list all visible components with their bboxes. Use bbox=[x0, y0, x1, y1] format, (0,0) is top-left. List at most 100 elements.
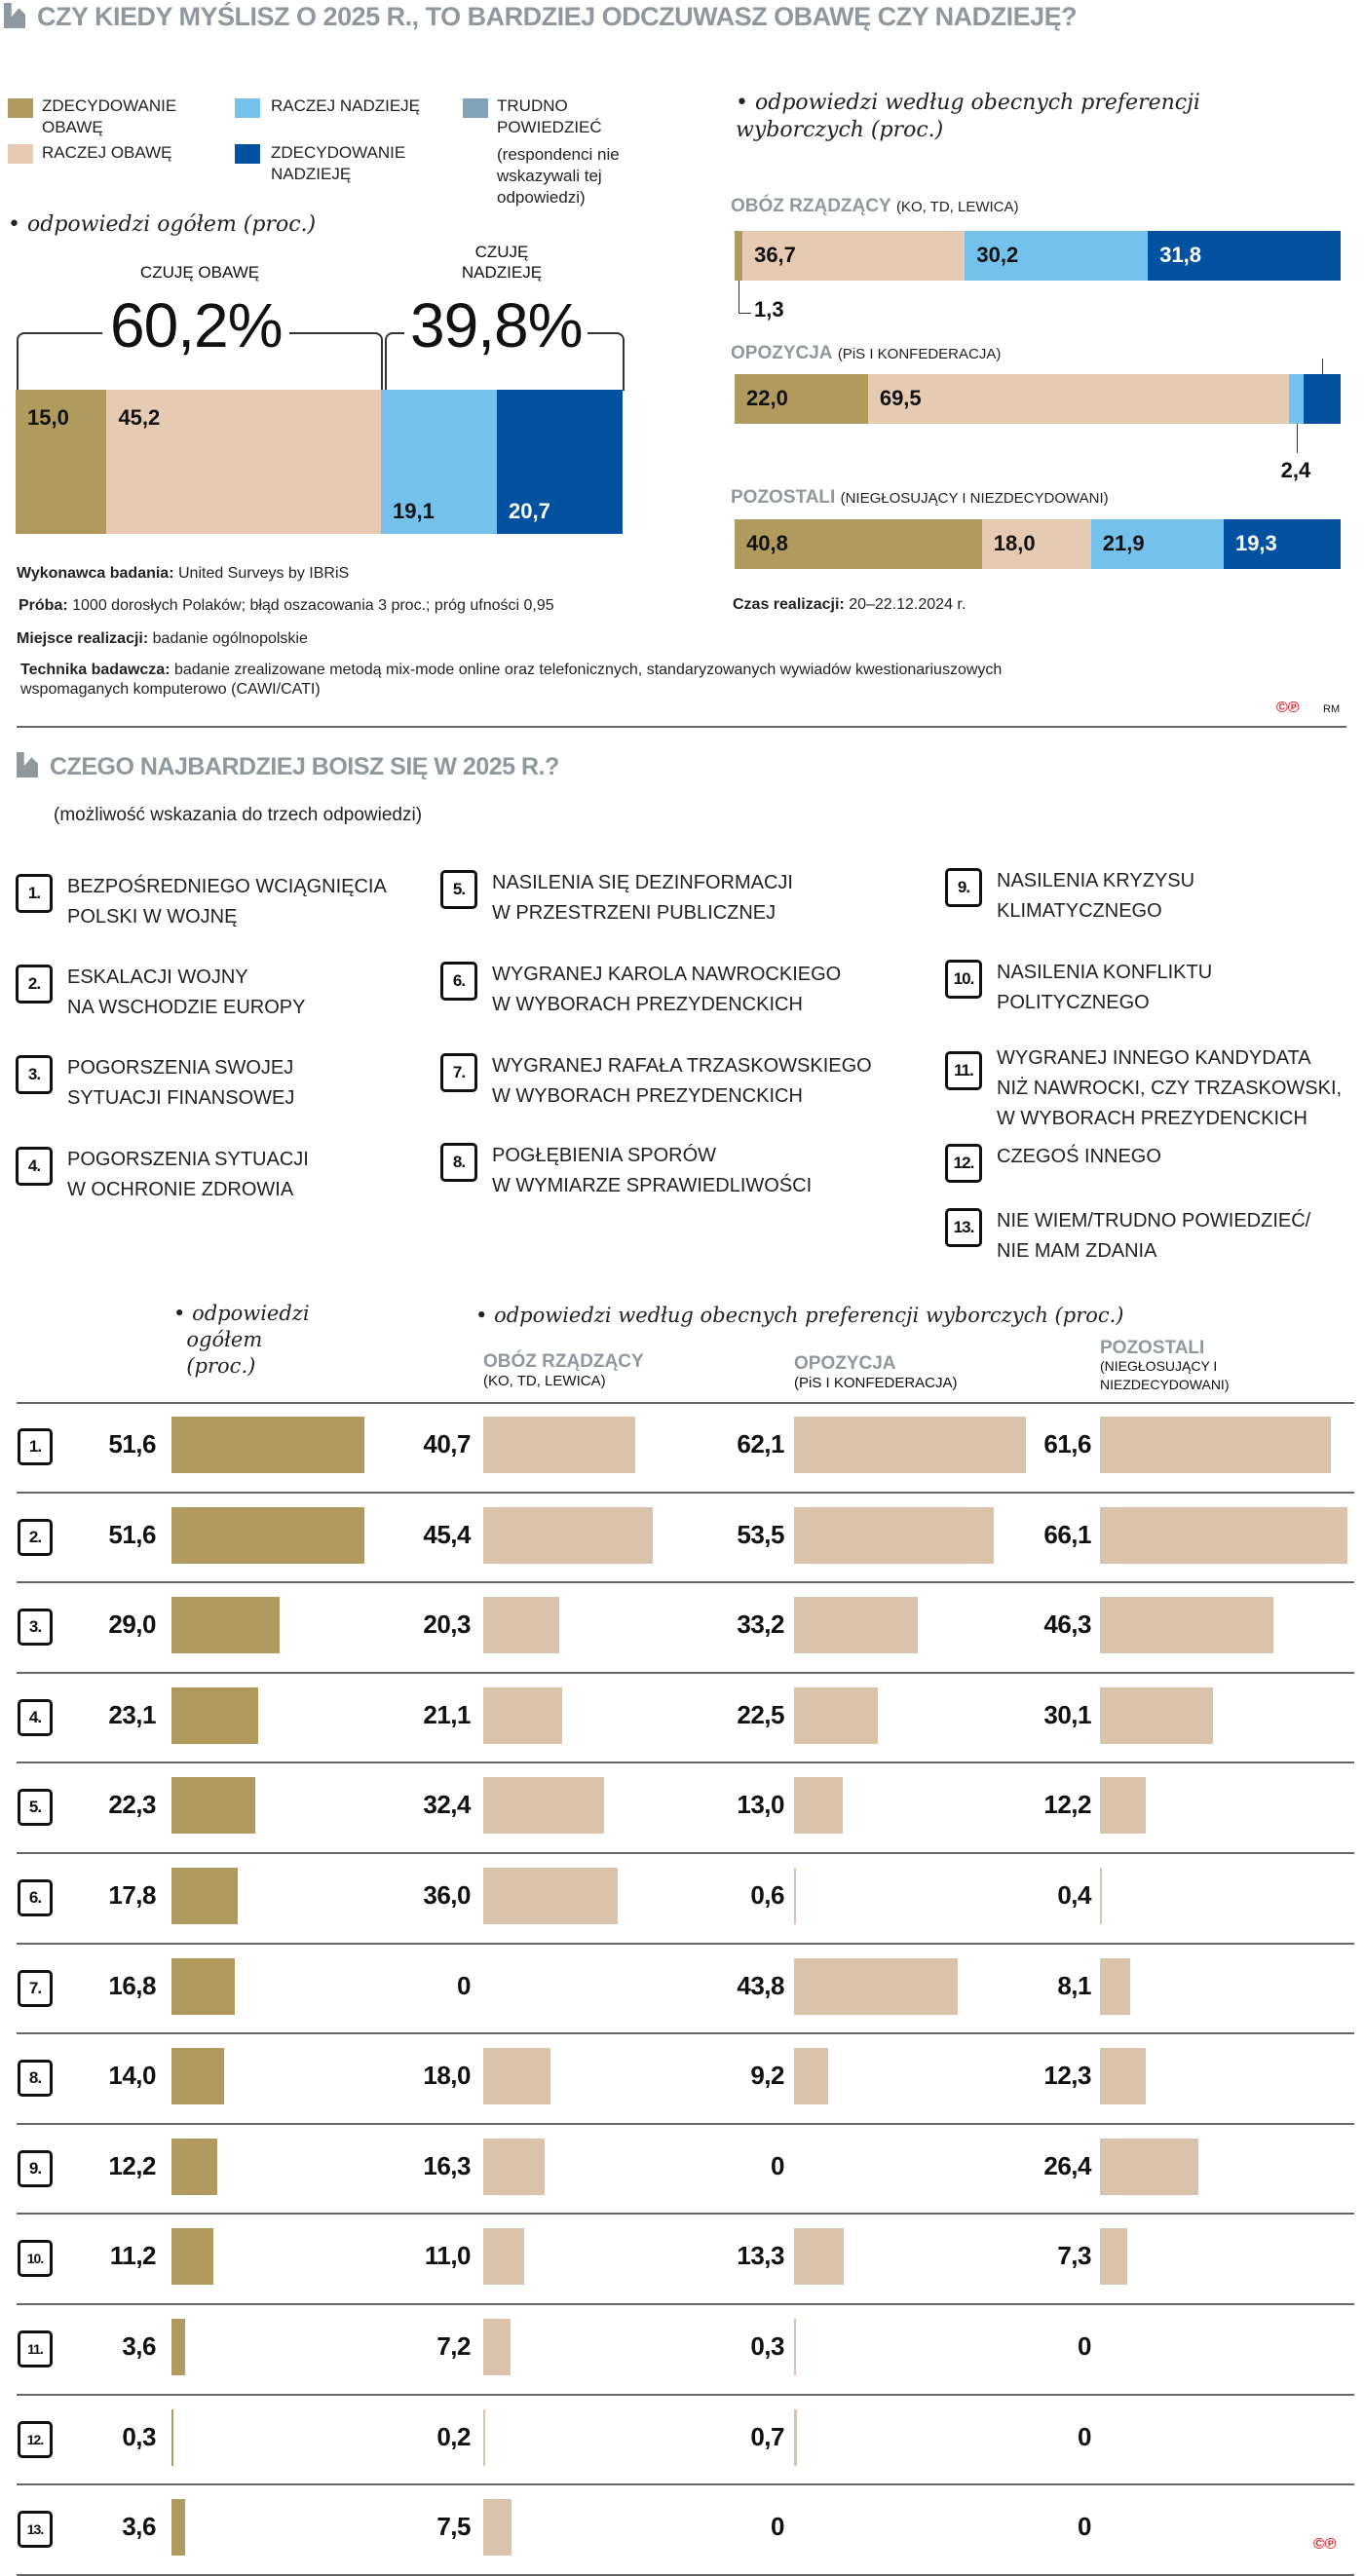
data-label: 30,2 bbox=[976, 243, 1019, 267]
bar bbox=[171, 1417, 365, 1473]
bar-segment bbox=[735, 374, 869, 424]
item-number-badge: 8. bbox=[440, 1143, 477, 1182]
table-row: 1. 51,6 40,7 62,1 61,6 bbox=[0, 1402, 1364, 1494]
table-row: 13. 3,6 7,5 0 0 bbox=[0, 2484, 1364, 2576]
list-item: WYGRANEJ KAROLA NAWROCKIEGO W WYBORACH PR… bbox=[492, 960, 841, 1020]
bar bbox=[171, 1597, 281, 1654]
legend-swatch-rather-fear bbox=[8, 144, 33, 164]
row-number-badge: 3. bbox=[18, 1609, 53, 1647]
bar bbox=[483, 1686, 563, 1744]
fear-label: CZUJĘ OBAWĘ bbox=[139, 263, 260, 282]
row-divider bbox=[17, 2573, 1354, 2576]
list-item: ESKALACJI WOJNY NA WSCHODZIE EUROPY bbox=[67, 963, 305, 1023]
value-label: 17,8 bbox=[108, 1880, 156, 1910]
table-row: 4. 23,1 21,1 22,5 30,1 bbox=[0, 1673, 1364, 1764]
item-number-badge: 10. bbox=[945, 960, 982, 999]
list-item-line: BEZPOŚREDNIEGO WCIĄGNIĘCIA bbox=[67, 876, 387, 897]
table-col-ruling: OBÓZ RZĄDZĄCY (KO, TD, LEWICA) bbox=[483, 1351, 644, 1390]
bar bbox=[483, 1868, 619, 1924]
list-item-line: WYGRANEJ KAROLA NAWROCKIEGO bbox=[492, 964, 842, 985]
value-label: 61,6 bbox=[1043, 1429, 1091, 1458]
bar bbox=[483, 2228, 525, 2286]
data-label: 1,3 bbox=[754, 297, 784, 322]
value-label: 32,4 bbox=[423, 1790, 471, 1820]
bar bbox=[171, 1957, 235, 2015]
value-label: 21,1 bbox=[423, 1699, 471, 1729]
table-row: 9. 12,2 16,3 0 26,4 bbox=[0, 2124, 1364, 2216]
value-label: 0 bbox=[771, 2150, 784, 2180]
value-label: 26,4 bbox=[1043, 2150, 1091, 2180]
value-label: 13,3 bbox=[737, 2241, 784, 2271]
bar-segment bbox=[1090, 519, 1225, 569]
row-divider bbox=[17, 2393, 1354, 2396]
value-label: 29,0 bbox=[108, 1610, 156, 1640]
bar bbox=[1100, 1686, 1213, 1744]
value-label: 0,2 bbox=[436, 2421, 471, 2451]
bar bbox=[1100, 1506, 1347, 1564]
group-label-others: POZOSTALI (NIEGŁOSUJĄCY I NIEZDECYDOWANI… bbox=[731, 487, 1109, 508]
list-item: NIE WIEM/TRUDNO POWIEDZIEĆ/NIE MAM ZDANI… bbox=[997, 1206, 1310, 1267]
value-label: 14,0 bbox=[108, 2061, 156, 2091]
value-label: 43,8 bbox=[737, 1970, 784, 2000]
hope-total: 39,8% bbox=[404, 294, 588, 357]
bar bbox=[1100, 2138, 1199, 2195]
value-label: 3,6 bbox=[122, 2512, 156, 2542]
list-item-line: NIŻ NAWROCKI, CZY TRZASKOWSKI, bbox=[997, 1078, 1343, 1099]
row-divider bbox=[17, 1851, 1354, 1854]
item-number-badge: 2. bbox=[16, 965, 53, 1004]
table-row: 2. 51,6 45,4 53,5 66,1 bbox=[0, 1493, 1364, 1584]
bar-segment bbox=[735, 231, 743, 281]
value-label: 18,0 bbox=[423, 2061, 471, 2091]
meta-time: Czas realizacji: 20–22.12.2024 r. bbox=[733, 596, 966, 613]
list-item: BEZPOŚREDNIEGO WCIĄGNIĘCIA POLSKI W WOJNĘ bbox=[67, 872, 387, 932]
value-label: 53,5 bbox=[737, 1519, 784, 1549]
list-item-line: W PRZESTRZENI PUBLICZNEJ bbox=[492, 902, 777, 924]
list-item-line: NIE WIEM/TRUDNO POWIEDZIEĆ/ bbox=[997, 1210, 1311, 1231]
bar bbox=[171, 2319, 185, 2375]
value-label: 9,2 bbox=[750, 2061, 784, 2091]
value-label: 0 bbox=[457, 1970, 471, 2000]
list-item-line: CZEGOŚ INNEGO bbox=[997, 1146, 1161, 1167]
legend-label: ZDECYDOWANIE OBAWĘ bbox=[42, 96, 177, 136]
list-item-line: POLSKI W WOJNĘ bbox=[67, 906, 238, 928]
table-row: 11. 3,6 7,2 0,3 0 bbox=[0, 2304, 1364, 2396]
item-number-badge: 3. bbox=[16, 1055, 53, 1094]
group-bar-ruling: 1,3 36,7 30,2 31,8 bbox=[735, 231, 1342, 322]
bar-segment bbox=[1289, 374, 1305, 424]
bar bbox=[171, 2499, 185, 2557]
list-item-line: NA WSCHODZIE EUROPY bbox=[67, 997, 306, 1018]
bar bbox=[483, 2499, 512, 2557]
value-label: 33,2 bbox=[737, 1610, 784, 1640]
copyright-logo-icon: ©℗ bbox=[1276, 700, 1300, 716]
bar bbox=[171, 2408, 173, 2466]
hope-label: CZUJĘ NADZIEJĘ bbox=[461, 243, 543, 282]
arrow-icon bbox=[4, 3, 25, 28]
section1-title: CZY KIEDY MYŚLISZ O 2025 R., TO BARDZIEJ… bbox=[4, 2, 1078, 32]
legend-note: (respondenci nie wskazywali tej odpowied… bbox=[497, 145, 620, 207]
item-number-badge: 11. bbox=[945, 1051, 982, 1090]
table-col-opposition: OPOZYCJA (PiS I KONFEDERACJA) bbox=[794, 1353, 958, 1392]
data-label: 22,0 bbox=[746, 386, 788, 410]
value-label: 23,1 bbox=[108, 1699, 156, 1729]
item-number-badge: 5. bbox=[440, 870, 477, 909]
row-number-badge: 13. bbox=[18, 2511, 53, 2549]
arrow-icon bbox=[17, 752, 38, 777]
row-number-badge: 2. bbox=[18, 1518, 53, 1556]
bar bbox=[483, 1597, 559, 1654]
row-number-badge: 7. bbox=[18, 1969, 53, 2007]
copyright-logo-icon: ©℗ bbox=[1313, 2536, 1337, 2553]
bar bbox=[794, 2408, 797, 2466]
bar bbox=[483, 2408, 485, 2466]
list-item-line: POLITYCZNEGO bbox=[997, 992, 1150, 1013]
meta-place: Miejsce realizacji: badanie ogólnopolski… bbox=[17, 630, 308, 647]
meta-contractor: Wykonawca badania: United Surveys by IBR… bbox=[17, 565, 350, 582]
table-row: 6. 17,8 36,0 0,6 0,4 bbox=[0, 1853, 1364, 1945]
list-item-line: W WYBORACH PREZYDENCKICH bbox=[492, 1085, 803, 1107]
bar bbox=[171, 2138, 217, 2195]
list-item-line: WYGRANEJ INNEGO KANDYDATA bbox=[997, 1047, 1311, 1069]
row-divider bbox=[17, 2213, 1354, 2216]
leader-line bbox=[1322, 359, 1324, 374]
data-label: 40,8 bbox=[746, 531, 788, 555]
bar-segment bbox=[1223, 519, 1342, 569]
list-item-line: W WYBORACH PREZYDENCKICH bbox=[492, 994, 803, 1015]
